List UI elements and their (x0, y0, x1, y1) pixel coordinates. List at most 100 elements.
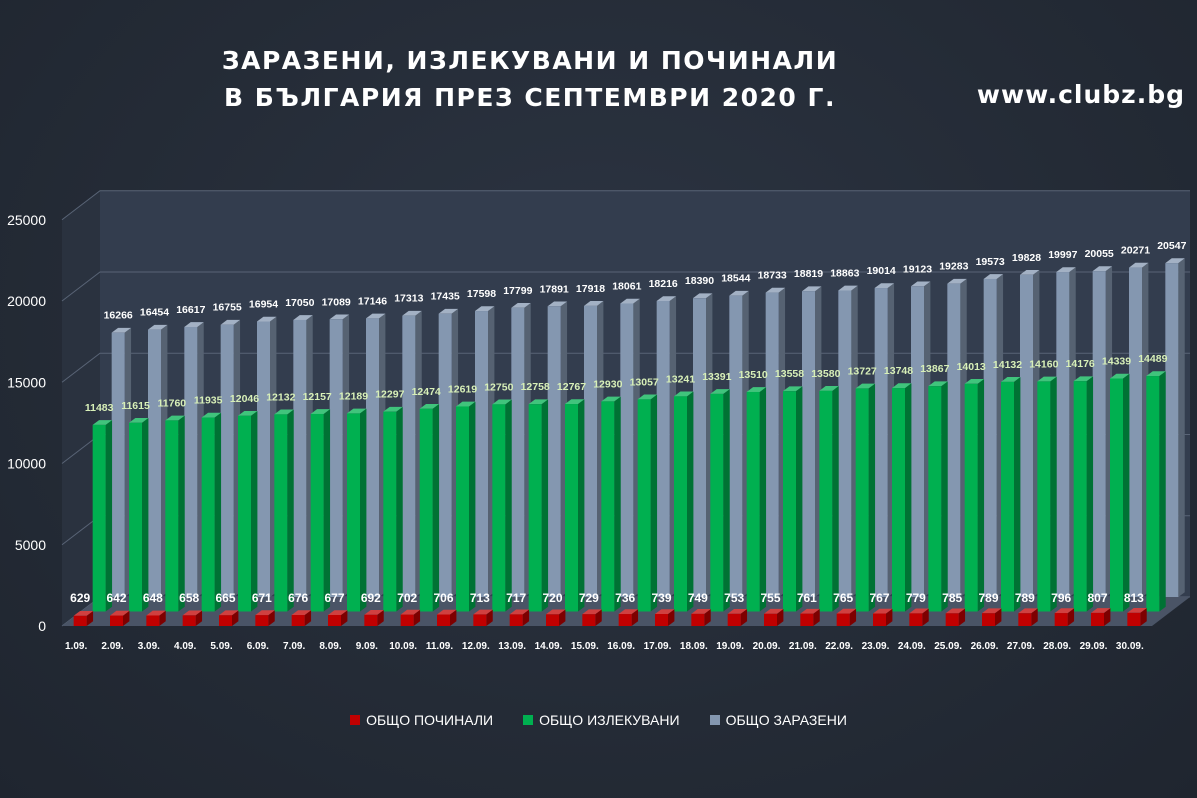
data-label-recovered: 11760 (158, 397, 187, 409)
data-label-deaths: 706 (433, 591, 453, 605)
bar-deaths-top (836, 608, 857, 614)
data-label-infected: 17598 (467, 288, 496, 300)
data-label-deaths: 717 (506, 591, 526, 605)
data-label-infected: 16617 (176, 304, 205, 316)
bar-infected-top (293, 315, 313, 320)
bar-recovered-top (819, 386, 839, 391)
x-tick-label: 21.09. (789, 641, 817, 652)
bar-infected (584, 305, 597, 597)
data-label-recovered: 13867 (920, 363, 949, 375)
bar-infected-top (693, 293, 713, 299)
bar-deaths (800, 613, 814, 626)
chart-legend: ОБЩО ПОЧИНАЛИ ОБЩО ИЗЛЕКУВАНИ ОБЩО ЗАРАЗ… (0, 712, 1197, 728)
bar-infected-top (1056, 267, 1076, 273)
data-label-recovered: 12767 (557, 381, 586, 393)
bar-infected (220, 324, 234, 597)
data-label-deaths: 720 (542, 591, 562, 605)
x-tick-label: 29.09. (1080, 641, 1108, 652)
x-tick-label: 23.09. (862, 641, 890, 652)
bar-infected-top (148, 324, 168, 330)
bar-deaths-top (255, 610, 275, 616)
x-tick-label: 18.09. (680, 641, 708, 652)
bar-deaths-top (546, 609, 566, 615)
bar-deaths (546, 614, 559, 626)
bar-deaths-side (123, 610, 130, 626)
bar-recovered-top (165, 415, 185, 421)
bar-deaths-top (328, 610, 348, 615)
bar-deaths-side (450, 609, 457, 626)
bar-infected (511, 307, 525, 597)
bar-infected-top (729, 290, 749, 296)
x-tick-label: 17.09. (644, 641, 672, 652)
data-label-infected: 16954 (249, 298, 278, 310)
data-label-deaths: 749 (688, 591, 708, 605)
data-label-infected: 17089 (322, 296, 351, 308)
x-tick-label: 5.09. (210, 641, 232, 652)
bar-infected (1129, 267, 1142, 597)
data-label-recovered: 12157 (303, 391, 332, 403)
bar-recovered-top (238, 410, 258, 416)
data-label-recovered: 14160 (1029, 358, 1058, 370)
data-label-recovered: 14013 (957, 361, 986, 373)
bar-deaths-side (86, 610, 94, 626)
bar-deaths-side (1140, 607, 1147, 626)
bar-recovered-top (710, 389, 730, 394)
bar-infected-top (511, 302, 531, 308)
bar-deaths-side (268, 610, 275, 626)
data-label-recovered: 12046 (230, 393, 259, 405)
bar-deaths-side (341, 610, 348, 626)
bar-recovered (1146, 376, 1160, 612)
bar-deaths-top (691, 609, 711, 614)
bar-recovered-top (1146, 371, 1166, 377)
bar-deaths-side (159, 610, 166, 626)
bar-deaths-side (522, 609, 530, 626)
bar-infected (366, 318, 379, 597)
bar-deaths (618, 614, 632, 626)
data-label-infected: 18390 (685, 275, 714, 287)
bar-deaths-side (849, 608, 857, 626)
data-label-deaths: 813 (1124, 591, 1144, 605)
gridline (61, 190, 1190, 221)
x-tick-label: 8.09. (319, 641, 341, 652)
data-label-recovered: 13748 (884, 365, 913, 377)
bar-infected (1165, 263, 1179, 597)
data-label-deaths: 642 (106, 591, 126, 605)
data-label-deaths: 789 (1015, 591, 1035, 605)
bar-infected (329, 319, 343, 597)
bar-recovered (783, 391, 796, 612)
data-label-infected: 17799 (503, 285, 532, 297)
bar-infected (293, 319, 307, 597)
bar-deaths-side (668, 609, 675, 626)
bar-infected-top (475, 306, 495, 312)
bar-deaths (909, 613, 923, 626)
data-label-deaths: 713 (470, 591, 490, 605)
bar-infected-top (656, 296, 677, 301)
bar-recovered (710, 393, 724, 612)
data-label-infected: 19014 (867, 265, 896, 277)
data-label-recovered: 14132 (993, 359, 1022, 371)
bar-recovered-side (614, 396, 621, 612)
data-label-deaths: 692 (361, 591, 381, 605)
data-label-deaths: 807 (1087, 591, 1107, 605)
bar-infected-top (438, 308, 459, 314)
bar-recovered-top (492, 399, 512, 405)
bar-recovered-top (456, 401, 476, 407)
bar-deaths-side (413, 609, 421, 626)
bar-recovered-side (759, 387, 767, 612)
bar-recovered (601, 401, 615, 612)
bar-infected (729, 295, 743, 597)
bar-infected (148, 329, 161, 597)
data-label-deaths: 755 (760, 591, 780, 605)
bar-recovered-top (129, 417, 149, 423)
bar-infected-top (1092, 266, 1113, 272)
bar-deaths (219, 615, 232, 626)
bar-recovered-top (1073, 376, 1094, 382)
data-label-infected: 20055 (1085, 248, 1114, 260)
bar-deaths (1127, 612, 1141, 626)
bar-deaths (727, 613, 741, 626)
bar-deaths-side (704, 609, 711, 626)
data-label-deaths: 785 (942, 591, 962, 605)
bar-recovered-side (396, 406, 403, 612)
x-tick-label: 20.09. (753, 641, 781, 652)
bar-recovered (819, 390, 833, 612)
